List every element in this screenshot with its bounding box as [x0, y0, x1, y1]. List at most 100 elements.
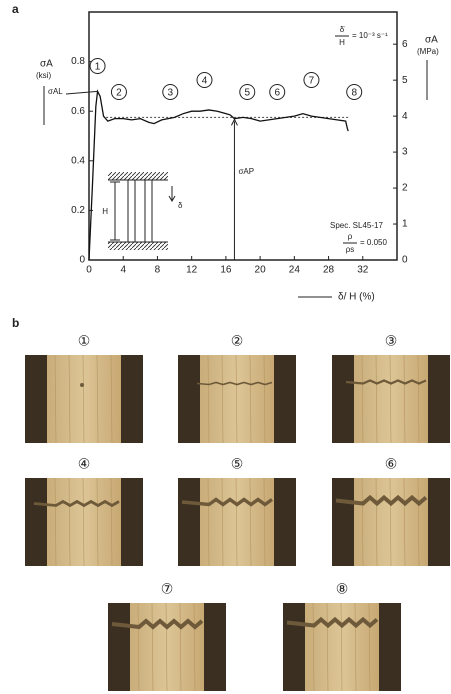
wood-grain [249, 354, 252, 444]
photo-label: ⑥ [385, 456, 398, 472]
photo-crack [335, 494, 428, 507]
y2-axis-label: σA [425, 35, 438, 46]
specimen-label: Spec. SL45-17 [330, 221, 383, 230]
photo-crack [80, 383, 84, 387]
stage-label: 6 [274, 88, 280, 99]
photo-label: ⑦ [161, 581, 174, 597]
wood-grain [417, 354, 420, 444]
data-line [88, 89, 349, 261]
x-tick-label: 24 [289, 265, 301, 276]
photo-label: ⑤ [231, 456, 244, 472]
photo-label: ④ [78, 456, 91, 472]
wood-grain [110, 354, 113, 444]
wood-grain [165, 602, 168, 692]
x-tick-label: 20 [255, 265, 267, 276]
fraction-denominator: H [339, 38, 345, 47]
photo-label: ⑧ [336, 581, 349, 597]
wood-grain [389, 354, 392, 444]
photo-crack [196, 381, 273, 386]
y-tick-label: 0.4 [71, 155, 85, 166]
wood-grain [354, 602, 357, 692]
wood-grain [54, 354, 57, 444]
fraction-denominator: ρs [346, 245, 355, 254]
x-tick-label: 28 [323, 265, 335, 276]
stage-marker [110, 84, 127, 100]
plot-frame [88, 11, 398, 261]
stage-label: 1 [95, 62, 101, 73]
wood-grain [82, 477, 85, 567]
photo-crack [345, 379, 427, 385]
x-axis-label: δ/ H (%) [338, 292, 375, 303]
wood-grain [96, 477, 99, 567]
wood-grain [361, 477, 364, 567]
panel-label: a [12, 2, 19, 16]
y2-tick-label: 2 [402, 183, 408, 194]
stage-marker [303, 72, 320, 88]
wood-grain [96, 354, 99, 444]
wood-grain [179, 602, 182, 692]
wood-grain [340, 602, 343, 692]
wood-grain [263, 477, 266, 567]
stage-label: 5 [244, 88, 250, 99]
fraction-numerator: ρ [348, 232, 353, 241]
wood-grain [312, 602, 315, 692]
wood-grain [235, 354, 238, 444]
x-tick-label: 12 [186, 265, 198, 276]
x-tick-label: 8 [155, 265, 161, 276]
y2-axis-unit: (MPa) [417, 47, 439, 56]
wood-grain [235, 477, 238, 567]
photo-label: ① [78, 333, 91, 349]
inset-disp-label: δ [178, 201, 183, 210]
photo-crack [111, 618, 204, 630]
wood-grain [361, 354, 364, 444]
wood-grain [417, 477, 420, 567]
y2-tick-label: 3 [402, 147, 408, 158]
stage-marker [346, 84, 363, 100]
wood-grain [249, 477, 252, 567]
photo-label: ② [231, 333, 244, 349]
arrow-head [230, 118, 238, 126]
photo-crack [286, 616, 379, 629]
panel-label: b [12, 316, 19, 330]
wood-grain [207, 477, 210, 567]
chart: 0 4 8 12 16 20 24 28 3200.20.40.60.80123456σAP12… [36, 11, 439, 303]
wood-grain [326, 602, 329, 692]
stage-marker [162, 84, 179, 100]
photo-grid: ① ② ③ ④ ⑤ ⑥ ⑦ ⑧ [25, 333, 450, 692]
wood-grain [207, 354, 210, 444]
y-tick-label: 0.8 [71, 56, 85, 67]
x-tick-label: 32 [357, 265, 369, 276]
stage-marker [239, 84, 256, 100]
wood-grain [375, 477, 378, 567]
y2-tick-label: 5 [402, 75, 408, 86]
wood-grain [221, 477, 224, 567]
wood-grain [110, 477, 113, 567]
wood-grain [375, 354, 378, 444]
stage-label: 2 [116, 88, 122, 99]
x-tick-label: 0 [86, 265, 92, 276]
wood-grain [263, 354, 266, 444]
y2-tick-label: 6 [402, 39, 408, 50]
stage-marker [196, 72, 213, 88]
inset-diagram [108, 172, 176, 250]
photo-crack [181, 497, 273, 507]
wood-grain [368, 602, 371, 692]
wood-grain [54, 477, 57, 567]
y2-tick-label: 0 [402, 255, 408, 266]
photo-crack [33, 499, 120, 508]
y-axis-label: σA [40, 59, 53, 70]
wood-grain [137, 602, 140, 692]
y2-tick-label: 1 [402, 219, 408, 230]
inset-height-label: H [102, 207, 108, 216]
plateau-label: σAP [238, 167, 254, 176]
wood-grain [221, 354, 224, 444]
y-tick-label: 0.6 [71, 106, 85, 117]
y-axis-unit: (ksi) [36, 71, 51, 80]
wood-grain [193, 602, 196, 692]
y2-tick-label: 4 [402, 111, 408, 122]
stage-label: 4 [202, 76, 208, 87]
y-tick-label: 0.2 [71, 205, 85, 216]
y-tick-label: 0 [79, 255, 85, 266]
stage-label: 7 [309, 76, 315, 87]
